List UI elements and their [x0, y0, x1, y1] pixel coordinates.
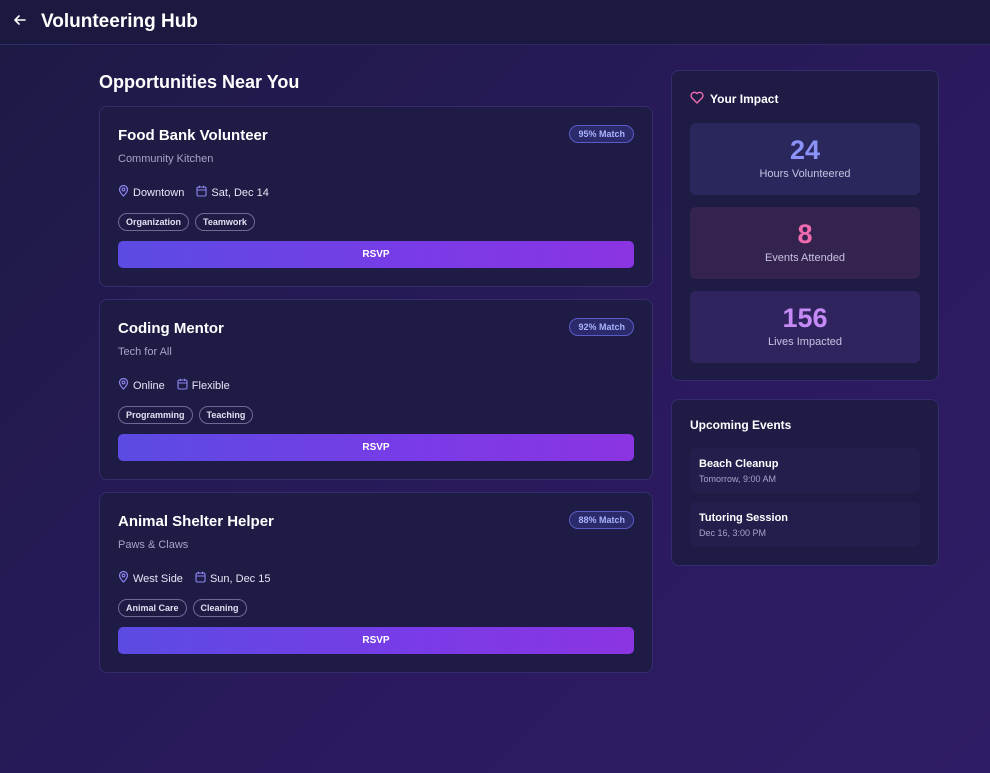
skill-tag: Teamwork — [195, 213, 255, 231]
date-meta: Sat, Dec 14 — [196, 185, 269, 200]
date-meta: Sun, Dec 15 — [195, 571, 271, 586]
rsvp-button[interactable]: RSVP — [118, 241, 634, 268]
opportunity-organization: Community Kitchen — [118, 153, 214, 165]
skill-tag: Animal Care — [118, 599, 187, 617]
opportunity-card: Coding Mentor 92% Match Tech for All Onl… — [99, 299, 653, 480]
map-pin-icon — [118, 377, 129, 393]
skill-tag: Teaching — [198, 406, 254, 424]
skill-tags: Animal Care Cleaning — [118, 599, 247, 617]
event-title: Tutoring Session — [699, 512, 789, 524]
rsvp-button[interactable]: RSVP — [118, 434, 634, 461]
opportunity-card: Food Bank Volunteer 95% Match Community … — [99, 106, 653, 287]
skill-tags: Programming Teaching — [118, 406, 254, 424]
event-item[interactable]: Beach Cleanup Tomorrow, 9:00 AM — [690, 448, 920, 493]
arrow-left-icon — [13, 13, 27, 32]
calendar-icon — [196, 185, 207, 200]
opportunity-title: Food Bank Volunteer — [118, 127, 268, 144]
skill-tag: Organization — [118, 213, 190, 231]
heart-icon — [690, 91, 704, 107]
stat-value: 24 — [789, 135, 821, 165]
date-text: Sat, Dec 14 — [211, 186, 269, 199]
opportunity-title: Animal Shelter Helper — [118, 513, 274, 530]
event-time: Tomorrow, 9:00 AM — [699, 474, 777, 484]
stat-hours: 24 Hours Volunteered — [690, 123, 920, 195]
location-text: West Side — [133, 572, 183, 585]
stat-lives: 156 Lives Impacted — [690, 291, 920, 363]
top-bar: Volunteering Hub — [0, 0, 990, 45]
location-meta: Downtown — [118, 184, 185, 200]
date-text: Sun, Dec 15 — [209, 572, 271, 585]
opportunity-organization: Tech for All — [118, 346, 172, 358]
event-item[interactable]: Tutoring Session Dec 16, 3:00 PM — [690, 502, 920, 547]
calendar-icon — [195, 571, 206, 586]
opportunity-meta: West Side Sun, Dec 15 — [118, 570, 271, 586]
match-badge: 92% Match — [569, 318, 634, 336]
skill-tag: Programming — [118, 406, 193, 424]
skill-tag: Cleaning — [192, 599, 247, 617]
opportunity-meta: Downtown Sat, Dec 14 — [118, 184, 269, 200]
skill-tags: Organization Teamwork — [118, 213, 255, 231]
location-text: Downtown — [133, 186, 185, 199]
event-time: Dec 16, 3:00 PM — [699, 528, 767, 538]
map-pin-icon — [118, 184, 129, 200]
back-button[interactable] — [9, 11, 31, 33]
stat-label: Events Attended — [764, 252, 846, 264]
stat-events: 8 Events Attended — [690, 207, 920, 279]
match-badge: 88% Match — [569, 511, 634, 529]
stat-label: Hours Volunteered — [759, 168, 851, 180]
opportunity-organization: Paws & Claws — [118, 539, 189, 551]
event-title: Beach Cleanup — [699, 458, 779, 470]
opportunity-card: Animal Shelter Helper 88% Match Paws & C… — [99, 492, 653, 673]
stat-value: 8 — [797, 219, 813, 249]
upcoming-events-title: Upcoming Events — [690, 418, 792, 432]
impact-title: Your Impact — [710, 92, 779, 106]
match-badge: 95% Match — [569, 125, 634, 143]
calendar-icon — [177, 378, 188, 393]
impact-panel: Your Impact 24 Hours Volunteered 8 Event… — [671, 70, 939, 381]
map-pin-icon — [118, 570, 129, 586]
impact-heading: Your Impact — [690, 91, 778, 107]
section-title: Opportunities Near You — [99, 72, 300, 92]
date-text: Flexible — [191, 379, 230, 392]
date-meta: Flexible — [177, 378, 230, 393]
app-title: Volunteering Hub — [41, 11, 198, 32]
opportunity-title: Coding Mentor — [118, 320, 224, 337]
rsvp-button[interactable]: RSVP — [118, 627, 634, 654]
location-meta: Online — [118, 377, 165, 393]
stat-label: Lives Impacted — [768, 336, 842, 348]
stat-value: 156 — [782, 303, 828, 333]
location-text: Online — [133, 379, 165, 392]
opportunity-meta: Online Flexible — [118, 377, 230, 393]
location-meta: West Side — [118, 570, 183, 586]
upcoming-events-panel: Upcoming Events Beach Cleanup Tomorrow, … — [671, 399, 939, 566]
